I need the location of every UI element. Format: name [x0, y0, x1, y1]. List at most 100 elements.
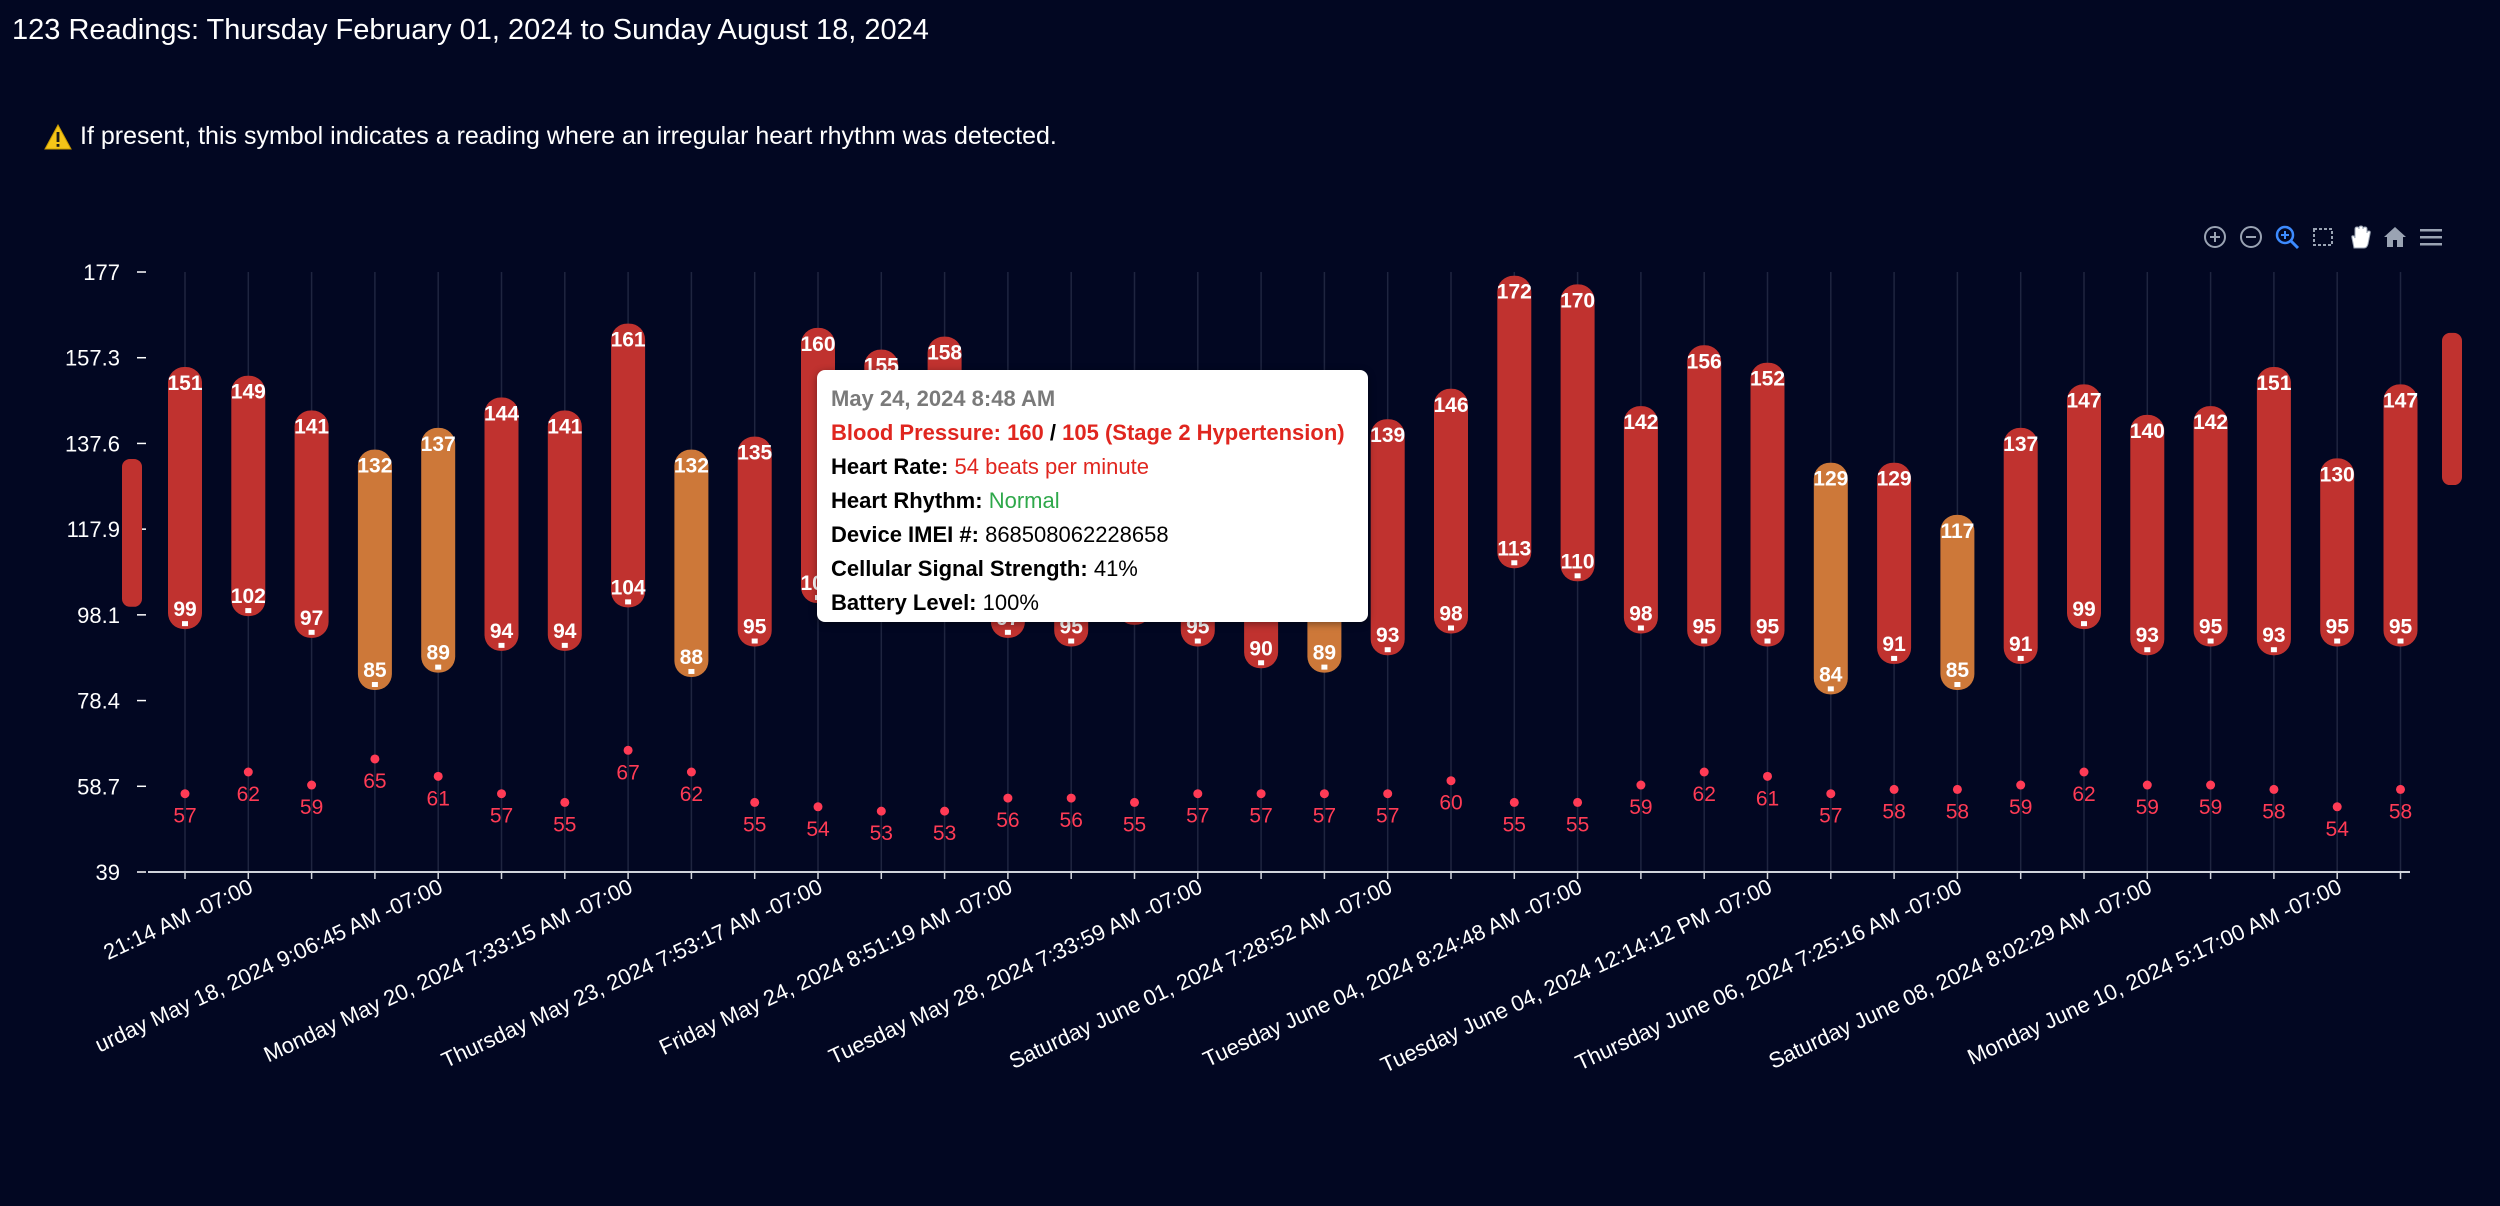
bp-range-bar[interactable] — [1940, 514, 1975, 690]
bp-range-bar[interactable] — [737, 436, 772, 647]
bp-range-bar[interactable] — [1687, 345, 1722, 647]
bp-range-bar[interactable] — [1370, 419, 1405, 656]
heart-rate-point[interactable] — [2269, 784, 2279, 794]
heart-rate-point[interactable] — [1193, 789, 1203, 799]
bp-range-bar[interactable] — [547, 410, 582, 651]
bp-range-bar[interactable] — [2130, 414, 2165, 656]
diastolic-label: 104 — [611, 576, 646, 599]
heart-rate-point[interactable] — [370, 754, 380, 764]
heart-rate-label: 54 — [2326, 818, 2350, 841]
heart-rate-point[interactable] — [2079, 767, 2089, 777]
bp-range-bar[interactable] — [2193, 406, 2228, 647]
diastolic-label: 90 — [1249, 637, 1272, 660]
bp-range-bar[interactable] — [674, 449, 709, 677]
heart-rate-point[interactable] — [307, 780, 317, 790]
heart-rate-point[interactable] — [1573, 797, 1583, 807]
bp-range-bar[interactable] — [1497, 275, 1532, 569]
heart-rate-point[interactable] — [2396, 784, 2405, 794]
selection-button[interactable] — [2308, 222, 2338, 252]
tooltip-blood-pressure: Blood Pressure: 160 / 105 (Stage 2 Hyper… — [831, 420, 1345, 445]
bp-range-bar[interactable] — [1877, 462, 1912, 664]
diastolic-label: 95 — [743, 616, 767, 639]
bp-range-bar[interactable] — [357, 449, 392, 690]
zoom-out-icon — [2240, 226, 2262, 248]
diastolic-label: 99 — [173, 598, 196, 621]
heart-rate-point[interactable] — [433, 771, 443, 781]
bp-range-bar[interactable] — [231, 375, 266, 617]
systolic-label: 147 — [2383, 389, 2418, 412]
diastolic-label: 85 — [363, 659, 387, 682]
menu-button[interactable] — [2416, 222, 2446, 252]
reset-home-button[interactable] — [2380, 222, 2410, 252]
bp-range-bar[interactable] — [611, 323, 646, 608]
heart-rate-label: 57 — [1376, 805, 1399, 828]
heart-rate-point[interactable] — [623, 745, 633, 755]
heart-rate-point[interactable] — [2142, 780, 2152, 790]
heart-rate-label: 62 — [2072, 783, 2095, 806]
heart-rate-point[interactable] — [1130, 797, 1139, 807]
heart-rate-point[interactable] — [180, 789, 190, 799]
bp-range-bar[interactable] — [421, 427, 456, 673]
heart-rate-point[interactable] — [1446, 776, 1456, 786]
bp-marker — [688, 668, 695, 674]
heart-rate-label: 53 — [933, 822, 956, 845]
bp-range-bar[interactable] — [2383, 384, 2418, 647]
heart-rate-point[interactable] — [813, 802, 823, 812]
bp-marker — [1384, 647, 1391, 653]
x-tick-label: Tuesday June 04, 2024 12:14:12 PM -07:00 — [1377, 874, 1776, 1078]
zoom-button[interactable] — [2272, 222, 2302, 252]
heart-rate-point[interactable] — [1003, 793, 1013, 803]
heart-rate-point[interactable] — [686, 767, 696, 777]
heart-rate-point[interactable] — [1699, 767, 1709, 777]
heart-rate-point[interactable] — [1826, 789, 1836, 799]
heart-rate-point[interactable] — [1889, 784, 1899, 794]
bp-range-bar[interactable] — [2067, 384, 2101, 630]
zoom-in-icon — [2204, 226, 2226, 248]
heart-rate-point[interactable] — [1256, 789, 1266, 799]
heart-rate-point[interactable] — [2332, 802, 2342, 812]
bp-range-bar[interactable] — [168, 367, 202, 630]
bp-range-bar[interactable] — [1560, 284, 1595, 582]
bp-range-bar[interactable] — [2003, 427, 2038, 664]
zoom-out-button[interactable] — [2236, 222, 2266, 252]
heart-rate-point[interactable] — [1952, 784, 1962, 794]
heart-rate-label: 65 — [363, 770, 386, 793]
bp-marker — [371, 682, 378, 687]
bp-marker — [2397, 638, 2404, 644]
heart-rate-point[interactable] — [1509, 797, 1519, 807]
heart-rate-label: 62 — [680, 783, 703, 806]
systolic-label: 142 — [2193, 411, 2228, 434]
bp-range-bar[interactable] — [1813, 462, 1848, 695]
bp-range-bar[interactable] — [484, 397, 519, 651]
heart-rate-point[interactable] — [1636, 780, 1646, 790]
heart-rate-point[interactable] — [2016, 780, 2026, 790]
systolic-label: 130 — [2320, 463, 2355, 486]
bp-range-bar[interactable] — [2320, 458, 2355, 647]
bp-marker — [561, 642, 568, 648]
heart-rate-point[interactable] — [497, 789, 506, 799]
heart-rate-point[interactable] — [1319, 789, 1329, 799]
heart-rate-point[interactable] — [750, 797, 760, 807]
bp-range-bar[interactable] — [2256, 367, 2291, 656]
bp-range-bar[interactable] — [1434, 388, 1468, 634]
heart-rate-point[interactable] — [560, 797, 570, 807]
heart-rate-point[interactable] — [1383, 789, 1393, 799]
x-tick-label: Monday June 10, 2024 5:17:00 AM -07:00 — [1963, 874, 2345, 1070]
bp-marker — [2270, 647, 2277, 653]
bp-range-bar[interactable] — [1623, 406, 1658, 634]
heart-rate-point[interactable] — [876, 806, 886, 816]
bp-marker — [1321, 664, 1328, 670]
bp-range-bar[interactable] — [294, 410, 329, 638]
heart-rate-point[interactable] — [2206, 780, 2216, 790]
heart-rate-label: 58 — [1946, 800, 1969, 823]
heart-rate-point[interactable] — [1763, 771, 1772, 781]
bp-marker — [308, 629, 315, 635]
heart-rate-point[interactable] — [243, 767, 253, 777]
diastolic-label: 84 — [1819, 663, 1843, 686]
bp-range-bar[interactable] — [1750, 362, 1785, 647]
zoom-in-button[interactable] — [2200, 222, 2230, 252]
heart-rate-point[interactable] — [1066, 793, 1076, 803]
heart-rate-point[interactable] — [940, 806, 950, 816]
pan-button[interactable] — [2344, 222, 2374, 252]
